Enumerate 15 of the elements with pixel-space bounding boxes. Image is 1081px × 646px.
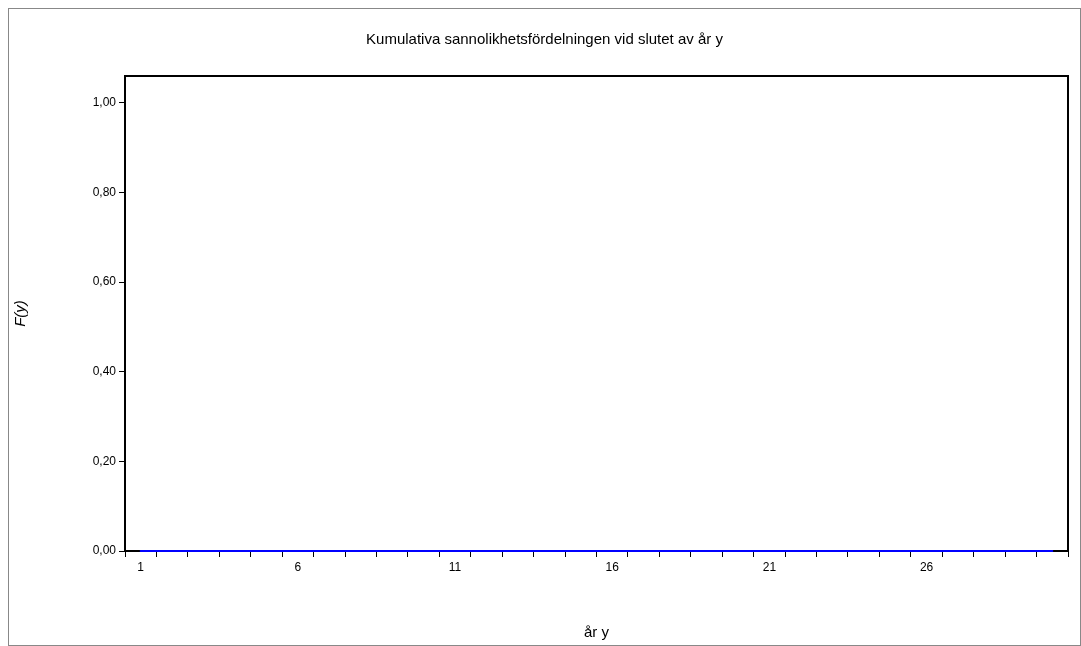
chart-title: Kumulativa sannolikhetsfördelningen vid slutet av år y xyxy=(366,30,724,48)
x-tick-label: 11 xyxy=(448,559,462,574)
x-axis-title: år y xyxy=(583,623,610,641)
y-tick-label: 0,60 xyxy=(92,274,117,289)
x-tick-label: 21 xyxy=(762,559,777,574)
y-tick-label: 0,40 xyxy=(92,364,117,379)
y-tick-label: 1,00 xyxy=(92,95,117,110)
y-tick-label: 0,00 xyxy=(92,543,117,558)
y-tick-label: 0,20 xyxy=(92,453,117,468)
x-tick-label: 26 xyxy=(919,559,934,574)
y-tick-label: 0,80 xyxy=(92,184,117,199)
y-axis-title: F(y) xyxy=(11,300,29,327)
x-tick-label: 6 xyxy=(294,559,302,574)
x-tick-label: 1 xyxy=(137,559,145,574)
x-tick-label: 16 xyxy=(605,559,620,574)
